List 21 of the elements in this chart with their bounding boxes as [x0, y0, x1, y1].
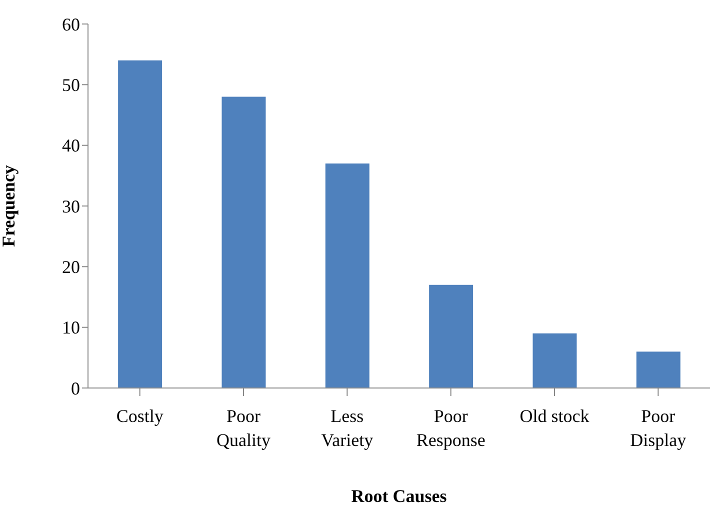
x-tick-label: Costly	[116, 406, 164, 426]
bar	[118, 60, 162, 388]
y-tick-label: 10	[62, 318, 80, 338]
x-tick-label: Poor Quality	[216, 406, 270, 450]
y-axis-title: Frequency	[0, 165, 18, 247]
x-tick-label: Poor Display	[630, 406, 686, 450]
y-tick-label: 0	[71, 378, 80, 398]
y-tick-label: 60	[62, 14, 80, 34]
y-tick-label: 40	[62, 136, 80, 156]
x-axis-title: Root Causes	[351, 486, 447, 506]
y-tick-label: 30	[62, 196, 80, 216]
bar	[429, 284, 474, 388]
bar	[222, 96, 266, 388]
y-tick-label: 50	[62, 75, 80, 96]
bar	[325, 164, 370, 388]
x-tick-label: Less Variety	[321, 406, 374, 450]
x-tick-label: Old stock	[520, 406, 590, 426]
x-tick-label: Poor Response	[416, 406, 486, 450]
y-tick-label: 20	[62, 257, 80, 278]
bar	[532, 333, 577, 388]
bar	[636, 352, 680, 388]
